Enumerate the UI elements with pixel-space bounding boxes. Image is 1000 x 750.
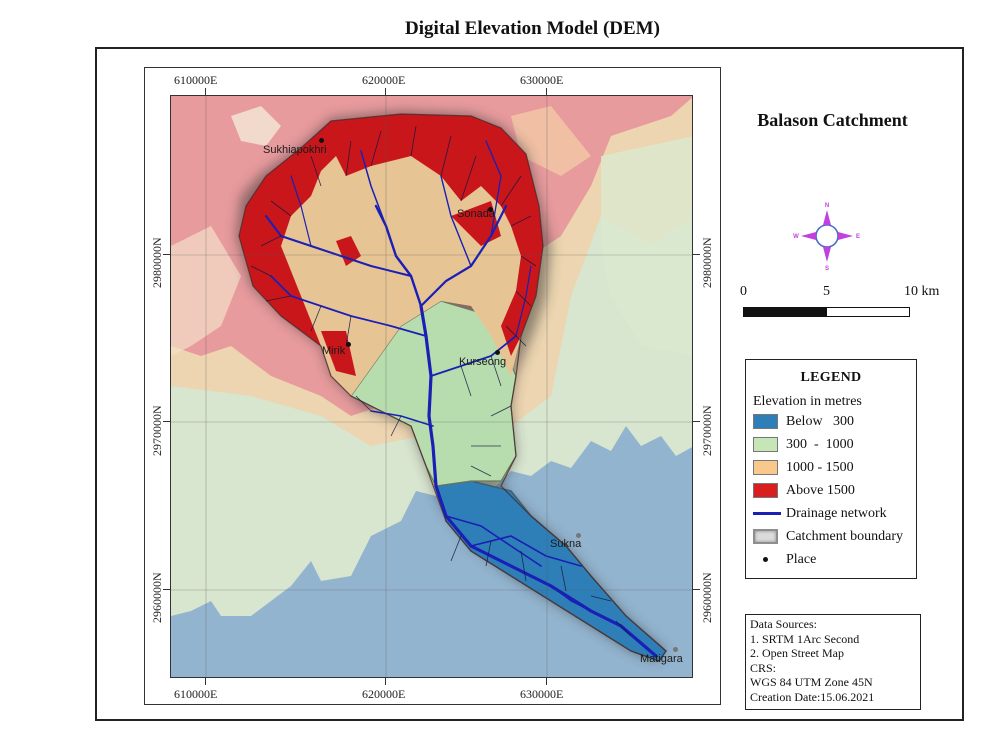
easting-label-top-630000: 630000E (520, 73, 564, 87)
drainage-line-icon (753, 512, 781, 515)
place-dot-icon (753, 552, 778, 567)
scale-bar (743, 307, 910, 317)
tick-mark (163, 421, 170, 422)
svg-text:W: W (793, 234, 799, 240)
layout-frame (95, 47, 964, 721)
place-label-mirik[interactable]: Mirik (322, 345, 346, 357)
scale-bar-segment (744, 308, 827, 316)
tick-mark (693, 421, 700, 422)
place-marker (576, 533, 581, 538)
easting-label-bottom-630000: 630000E (520, 687, 564, 701)
svg-text:E: E (856, 234, 860, 240)
legend-label: Above 1500 (786, 482, 855, 498)
dem-map-graphic (171, 96, 692, 677)
compass-icon: N S W E (793, 203, 860, 272)
scale-bar-labels: 0 5 10 km (738, 284, 948, 302)
map-title: Digital Elevation Model (DEM) (405, 18, 660, 39)
tick-mark (693, 589, 700, 590)
northing-label-left-2970000: 2970000N (150, 405, 164, 456)
place-marker (346, 342, 351, 347)
legend-title: LEGEND (800, 370, 862, 385)
place-marker (673, 647, 678, 652)
tick-mark (693, 254, 700, 255)
north-arrow-compass: N S W E (790, 200, 865, 275)
legend-item-boundary: Catchment boundary (753, 525, 916, 548)
svg-text:N: N (825, 203, 829, 209)
legend-item-300-1000: 300 - 1000 (753, 433, 916, 456)
legend-item-above-1500: Above 1500 (753, 479, 916, 502)
northing-label-left-2980000: 2980000N (150, 237, 164, 288)
place-marker (319, 138, 324, 143)
easting-label-bottom-620000: 620000E (362, 687, 406, 701)
place-label-matigara[interactable]: Matigara (640, 653, 683, 665)
tick-mark (205, 678, 206, 685)
swatch-1000-1500 (753, 460, 778, 475)
tick-mark (546, 88, 547, 95)
legend-label: Place (786, 551, 817, 567)
northing-label-right-2970000: 2970000N (700, 405, 714, 456)
svg-text:S: S (825, 266, 829, 272)
tick-mark (546, 678, 547, 685)
legend-item-1000-1500: 1000 - 1500 (753, 456, 916, 479)
place-label-sukna[interactable]: Sukna (550, 538, 582, 550)
legend-label: Catchment boundary (786, 528, 904, 544)
legend-item-below-300: Below 300 (753, 410, 916, 433)
place-label-sukhiapokhri[interactable]: Sukhiapokhri (263, 144, 327, 156)
legend-item-place: Place (753, 548, 916, 571)
scale-label-5: 5 (823, 284, 830, 299)
place-label-sonada[interactable]: Sonada (457, 208, 495, 220)
swatch-below-300 (753, 414, 778, 429)
place-marker (488, 207, 493, 212)
place-label-kurseong[interactable]: Kurseong (459, 356, 507, 368)
tick-mark (385, 88, 386, 95)
swatch-300-1000 (753, 437, 778, 452)
northing-label-left-2960000: 2960000N (150, 572, 164, 623)
sources-line: WGS 84 UTM Zone 45N (750, 675, 873, 689)
scale-label-0: 0 (740, 284, 747, 299)
sources-line: CRS: (750, 660, 777, 675)
legend-panel: LEGEND Elevation in metres Below 300 300… (745, 359, 917, 579)
northing-label-right-2960000: 2960000N (700, 572, 714, 623)
legend-label: 300 - 1000 (786, 436, 854, 452)
legend-label: 1000 - 1500 (786, 459, 854, 475)
easting-label-top-610000: 610000E (174, 73, 218, 87)
legend-item-drainage: Drainage network (753, 502, 916, 525)
legend-subtitle: Elevation in metres (753, 394, 862, 409)
northing-label-right-2980000: 2980000N (700, 237, 714, 288)
tick-mark (163, 254, 170, 255)
sources-line: Creation Date:15.06.2021 (750, 689, 875, 704)
sources-line: 2. Open Street Map (750, 646, 844, 660)
dem-map[interactable]: Sukhiapokhri Sonada Mirik Kurseong Sukna… (170, 95, 693, 678)
boundary-icon (753, 529, 778, 544)
easting-label-top-620000: 620000E (362, 73, 406, 87)
catchment-title: Balason Catchment (757, 110, 908, 130)
place-marker (495, 350, 500, 355)
legend-label: Below 300 (786, 413, 855, 429)
scale-label-10km: 10 km (904, 284, 940, 299)
easting-label-bottom-610000: 610000E (174, 687, 218, 701)
swatch-above-1500 (753, 483, 778, 498)
sources-line: 1. SRTM 1Arc Second (750, 631, 860, 646)
sources-line: Data Sources: (750, 617, 817, 631)
data-sources-box: Data Sources: 1. SRTM 1Arc Second 2. Ope… (745, 614, 921, 710)
tick-mark (205, 88, 206, 95)
tick-mark (385, 678, 386, 685)
legend-label: Drainage network (786, 505, 887, 521)
tick-mark (163, 589, 170, 590)
